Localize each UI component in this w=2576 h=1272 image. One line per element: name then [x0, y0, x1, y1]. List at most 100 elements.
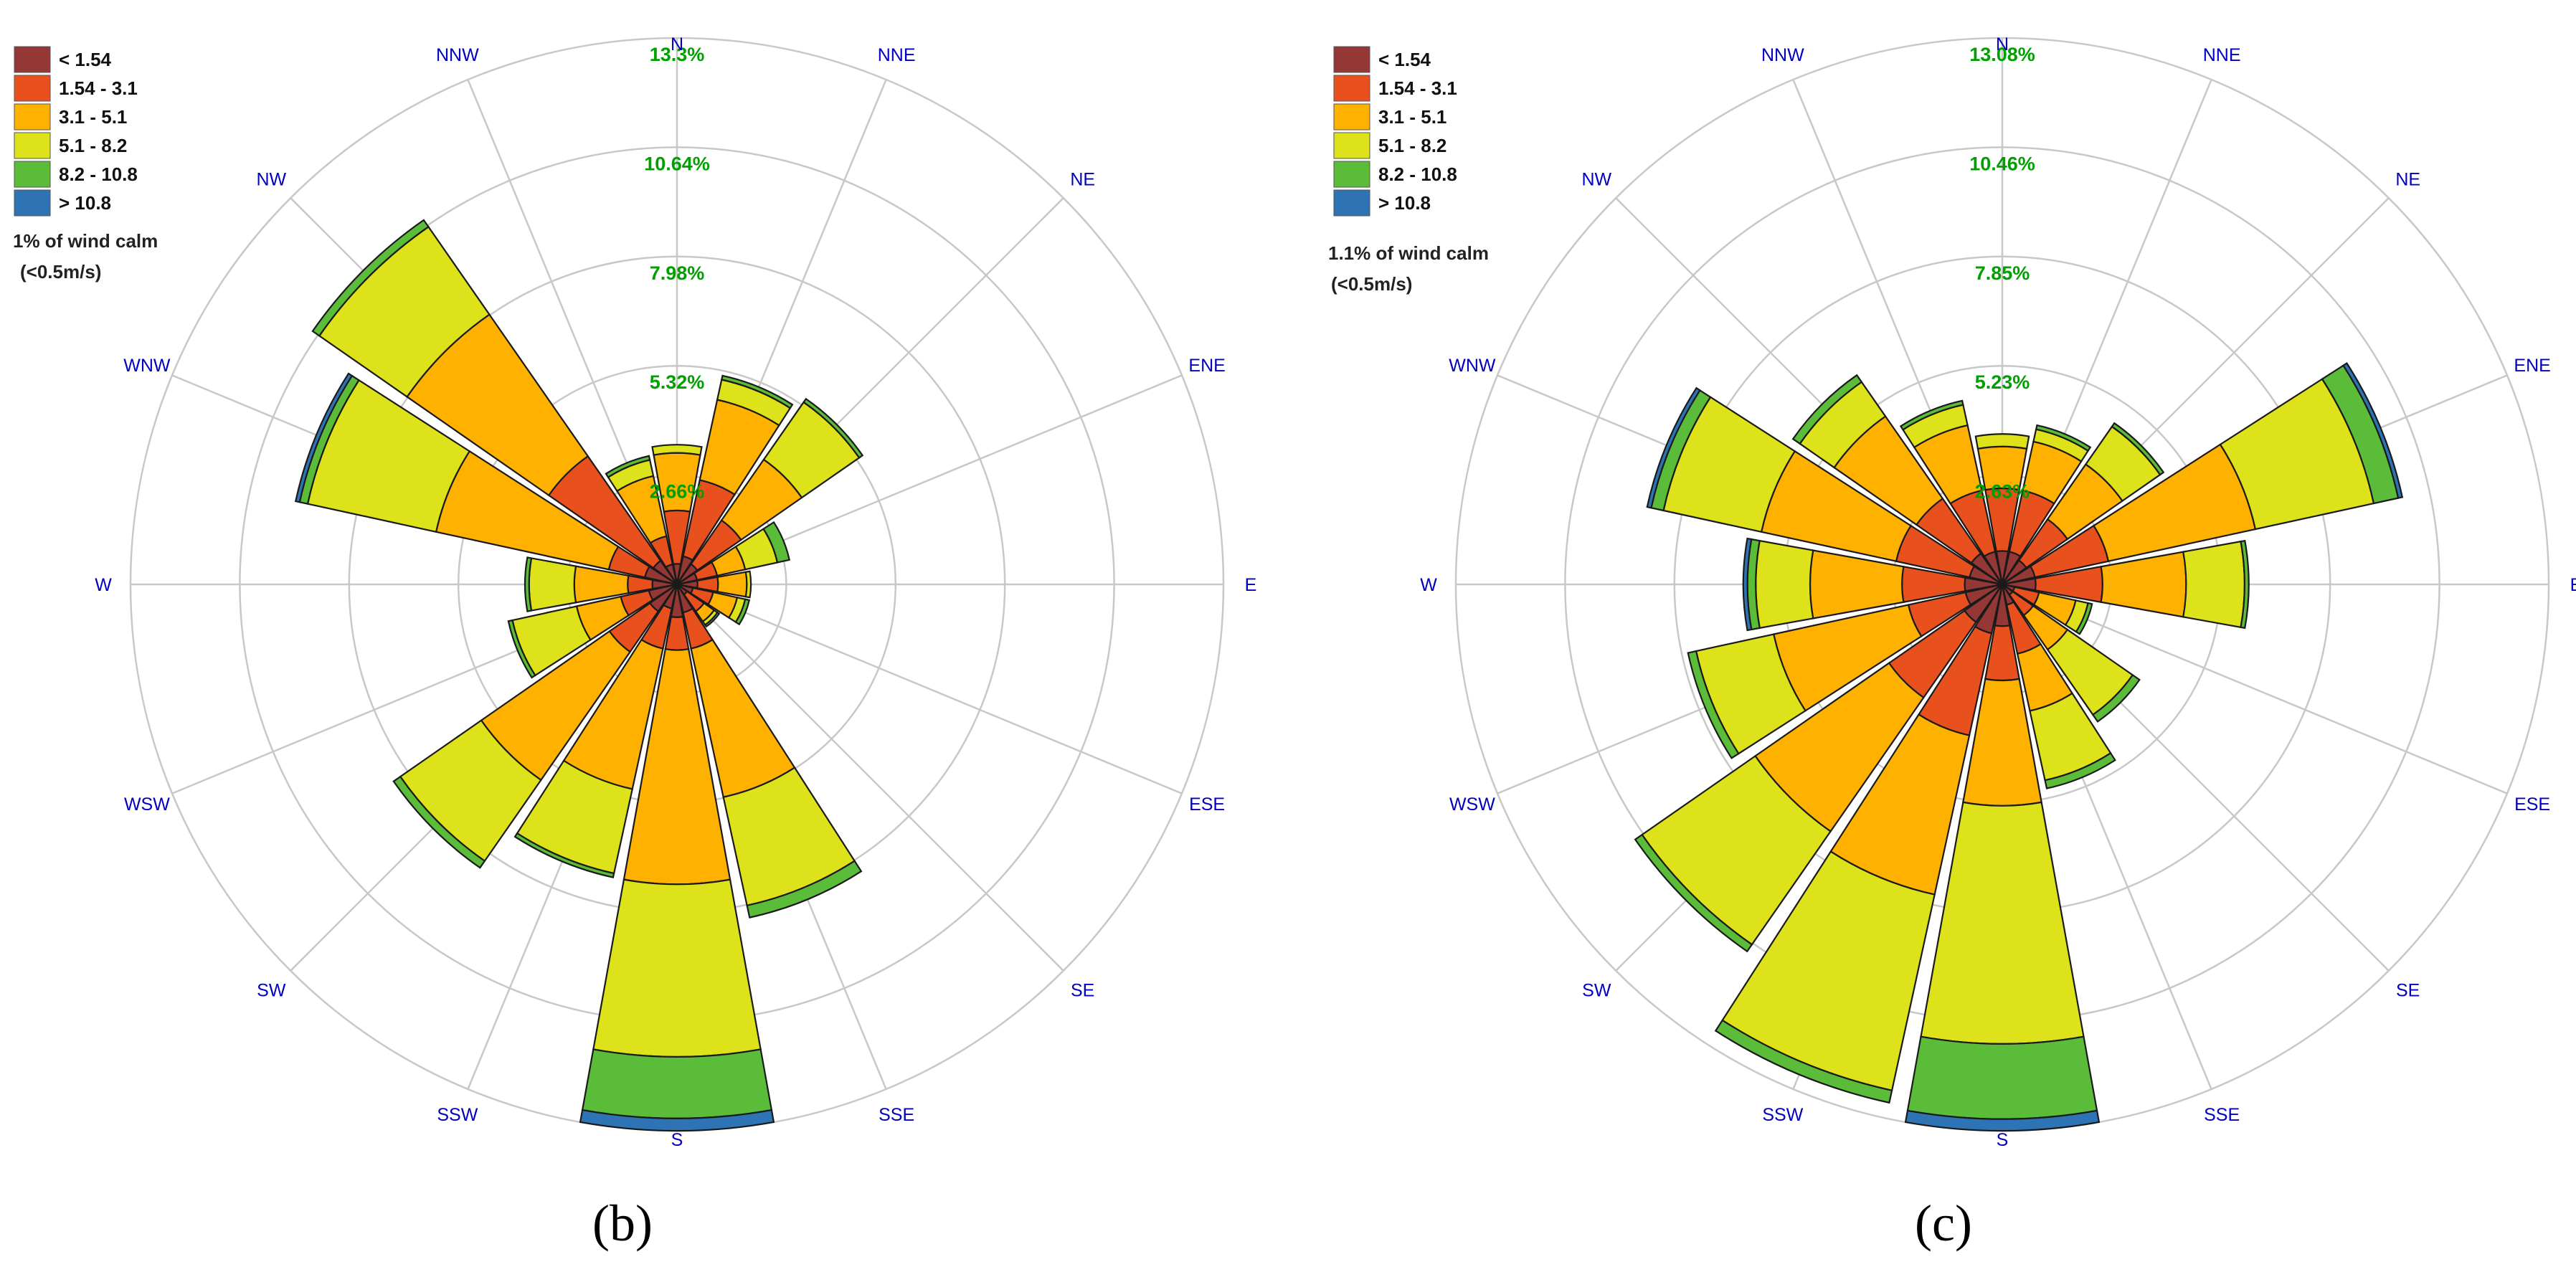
- petal-segment: [734, 598, 751, 626]
- direction-label-e: E: [2570, 575, 2576, 595]
- direction-label-ese: ESE: [1189, 794, 1225, 815]
- legend-swatch: [14, 75, 51, 102]
- petal-segment: [762, 521, 791, 564]
- petals: [1634, 362, 2404, 1132]
- legend-label: 5.1 - 8.2: [59, 135, 127, 156]
- petal-ese: [676, 583, 751, 626]
- petal-segment: [1906, 1035, 2098, 1120]
- petal-sse: [676, 584, 863, 919]
- petal-segment: [592, 878, 762, 1058]
- petal-nnw: [1899, 399, 2004, 585]
- legend-swatch: [1333, 161, 1370, 188]
- legend-label: 3.1 - 5.1: [1378, 106, 1446, 128]
- legend-swatch: [14, 161, 51, 188]
- direction-label-nnw: NNW: [436, 45, 479, 65]
- petal-wnw: [1646, 386, 2003, 586]
- petal-segment: [1974, 433, 2030, 450]
- petal-segment: [2044, 751, 2116, 789]
- petal-segment: [716, 571, 748, 598]
- petal-segment: [528, 557, 577, 612]
- petal-w: [1742, 537, 2003, 632]
- direction-label-nnw: NNW: [1761, 45, 1804, 65]
- petal-segment: [581, 1048, 773, 1119]
- petal-nne: [2001, 424, 2092, 585]
- petal-segment: [1714, 1019, 1893, 1104]
- ring-label: 5.32%: [650, 371, 705, 393]
- ring-label: 7.98%: [650, 262, 705, 284]
- wind-rose-panel-c: 2.63% 5.23% 7.85% 10.46% 13.08% N NNE NE ENE E ES…: [1328, 34, 2576, 1252]
- legend-label: 1.54 - 3.1: [59, 77, 138, 99]
- ring-labels: 2.63% 5.23% 7.85% 10.46% 13.08%: [1969, 44, 2035, 503]
- petal-e: [2002, 539, 2250, 630]
- petal-segment: [720, 374, 794, 409]
- petal-segment: [1742, 537, 1753, 632]
- direction-label-nne: NNE: [878, 45, 916, 65]
- petal-segment: [1899, 399, 1964, 431]
- petal-segment: [513, 832, 615, 878]
- petal-wnw: [294, 372, 678, 586]
- legend-label: > 10.8: [1378, 192, 1431, 214]
- direction-label-w: W: [95, 575, 112, 595]
- legend-swatch: [14, 103, 51, 130]
- petal-e: [676, 570, 752, 599]
- legend-swatch: [14, 132, 51, 159]
- direction-label-sw: SW: [257, 981, 286, 1001]
- grid-spoke: [676, 583, 1183, 794]
- petal-s: [1904, 584, 2101, 1132]
- petal-segment: [2240, 539, 2250, 630]
- petal-segment: [294, 372, 354, 503]
- ring-label: 2.63%: [1975, 481, 2030, 503]
- legend-label: 8.2 - 10.8: [59, 163, 138, 185]
- petal-nw: [1791, 374, 2003, 585]
- petal-segment: [507, 619, 536, 679]
- direction-label-n: N: [1996, 34, 2009, 54]
- petal-segment: [1687, 650, 1740, 759]
- petal-nw: [311, 219, 678, 585]
- direction-label-nne: NNE: [2203, 45, 2241, 65]
- ring-label: 10.46%: [1969, 153, 2035, 174]
- petal-segment: [2182, 540, 2245, 629]
- direction-label-sse: SSE: [879, 1105, 914, 1125]
- petal-segment: [605, 455, 651, 479]
- petal-sw: [1634, 584, 2003, 953]
- petal-segment: [744, 570, 752, 599]
- petal-ne: [676, 397, 864, 585]
- direction-label-wnw: WNW: [1449, 356, 1496, 376]
- direction-label-ese: ESE: [2514, 794, 2550, 815]
- direction-label-sw: SW: [1582, 981, 1611, 1001]
- petal-ene: [2002, 362, 2404, 586]
- legend-label: 5.1 - 8.2: [1378, 135, 1446, 156]
- petal-segment: [579, 1109, 775, 1132]
- petal-segment: [1755, 539, 1814, 630]
- petal-segment: [704, 611, 721, 628]
- petal-segment: [392, 775, 486, 869]
- petal-n: [651, 444, 703, 585]
- petal-nne: [676, 374, 794, 585]
- direction-label-ssw: SSW: [1762, 1105, 1803, 1125]
- legend-swatch: [14, 189, 51, 217]
- petals: [294, 219, 864, 1132]
- direction-label-e: E: [1245, 575, 1257, 595]
- petal-segment: [1634, 833, 1753, 953]
- legend-label: 1.54 - 3.1: [1378, 77, 1457, 99]
- petal-segment: [1646, 386, 1701, 509]
- direction-labels: N NNE NE ENE E ESE SE SSE S SSW SW WSW W WNW NW NNW: [1420, 34, 2576, 1150]
- wind-rose-panel-b: 2.66% 5.32% 7.98% 10.64% 13.3% N NNE NE ENE E ESE…: [13, 34, 1256, 1252]
- petal-segment: [311, 219, 430, 337]
- petal-ne: [2002, 422, 2165, 585]
- legend-swatch: [14, 46, 51, 73]
- petal-s: [579, 584, 775, 1132]
- petal-segment: [524, 556, 533, 612]
- ring-label: 13.08%: [1969, 44, 2035, 65]
- legend: < 1.54 1.54 - 3.1 3.1 - 5.1 5.1 - 8.2 8.2 - …: [14, 46, 138, 217]
- legend-swatch: [1333, 103, 1370, 130]
- legend-label: 8.2 - 10.8: [1378, 163, 1457, 185]
- direction-label-wsw: WSW: [1449, 794, 1495, 815]
- legend-label: < 1.54: [59, 49, 112, 70]
- direction-labels: N NNE NE ENE E ESE SE SSE S SSW SW WSW W WNW NW NNW: [95, 34, 1256, 1150]
- direction-label-wnw: WNW: [123, 356, 171, 376]
- direction-label-s: S: [1997, 1130, 2009, 1150]
- panel-caption: (c): [1915, 1195, 1972, 1252]
- calm-note-line1: 1.1% of wind calm: [1328, 242, 1489, 264]
